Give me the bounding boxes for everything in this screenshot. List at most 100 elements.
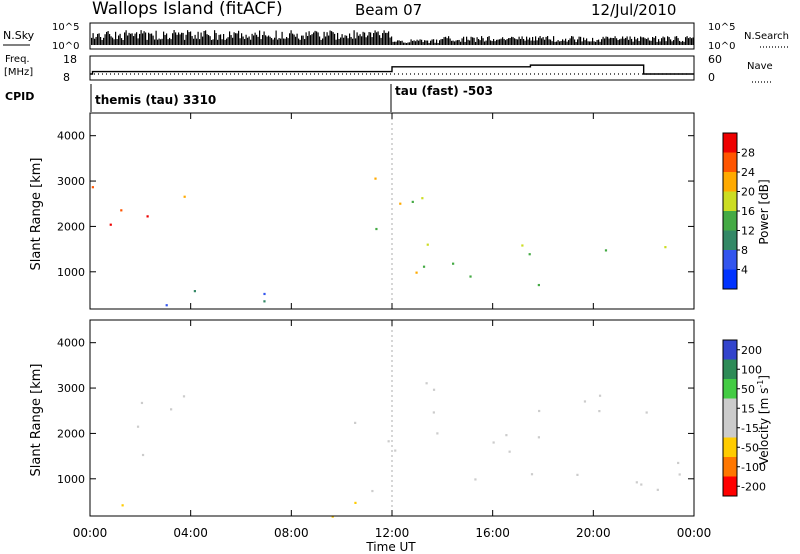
noise-bar <box>481 36 483 45</box>
noise-bar <box>563 40 565 45</box>
noise-bar <box>329 30 331 45</box>
noise-bar <box>590 41 592 45</box>
noise-bar <box>226 38 228 45</box>
noise-bar <box>541 38 543 45</box>
noise-bar <box>328 35 330 45</box>
noise-bar <box>538 37 540 45</box>
heatmap-cell <box>492 441 495 444</box>
noise-bar <box>409 42 411 45</box>
noise-bar <box>142 33 144 45</box>
noise-bar <box>241 33 243 45</box>
noise-bar <box>509 37 511 45</box>
noise-bar <box>587 41 589 45</box>
noise-bar <box>691 38 693 45</box>
noise-bar <box>340 37 342 45</box>
noise-bar <box>464 41 466 45</box>
noise-bar <box>676 36 678 45</box>
x-tick-label: 16:00 <box>475 526 510 540</box>
noise-bar <box>157 39 159 45</box>
noise-bar <box>256 34 258 45</box>
noise-bar <box>235 33 237 45</box>
noise-bar <box>277 39 279 45</box>
heatmap-cell <box>521 244 524 247</box>
noise-bar <box>491 41 493 45</box>
x-tick-label: 04:00 <box>173 526 208 540</box>
noise-bar <box>635 39 637 45</box>
noise-bar <box>341 34 343 45</box>
noise-bar <box>656 41 658 45</box>
noise-bar <box>385 32 387 45</box>
colorbar-swatch <box>723 398 737 419</box>
velocity-heatmap <box>121 320 681 518</box>
noise-bar <box>416 39 418 45</box>
noise-bar <box>548 39 550 45</box>
noise-bar <box>575 41 577 45</box>
x-tick-label: 00:00 <box>677 526 712 540</box>
heatmap-cell <box>182 395 186 398</box>
noise-bar <box>343 37 345 45</box>
x-tick-label: 00:00 <box>73 526 108 540</box>
noise-bar <box>184 39 186 45</box>
noise-bar <box>584 40 586 45</box>
power-y-ticks: 1000 2000 3000 4000 <box>57 130 694 279</box>
heatmap-cell <box>426 243 429 246</box>
noise-bar <box>389 37 391 45</box>
freq-unit: [MHz] <box>4 67 33 78</box>
noise-bar <box>268 35 270 45</box>
noise-bar <box>611 37 613 45</box>
noise-bar <box>515 39 517 45</box>
noise-bar <box>110 36 112 45</box>
noise-bar <box>379 35 381 45</box>
noise-bar <box>289 33 291 45</box>
noise-bar <box>166 33 168 45</box>
noise-bar <box>443 37 445 45</box>
noise-bar <box>682 40 684 45</box>
noise-bar <box>311 34 313 45</box>
noise-bar <box>499 39 501 45</box>
heatmap-cell <box>469 275 472 278</box>
noise-bar <box>113 39 115 45</box>
noise-bar <box>629 36 631 45</box>
noise-bar <box>173 30 175 45</box>
noise-bar <box>304 39 306 45</box>
noise-bar <box>229 31 231 45</box>
noise-bar <box>284 38 286 45</box>
noise-bar <box>458 39 460 45</box>
noise-bar <box>439 40 441 45</box>
noise-bar <box>607 36 609 45</box>
noise-bar <box>292 33 294 45</box>
noise-bar <box>452 40 454 45</box>
heatmap-cell <box>640 483 643 486</box>
heatmap-cell <box>656 488 659 491</box>
noise-bar <box>487 36 489 45</box>
noise-bar <box>161 38 163 45</box>
heatmap-cell <box>193 290 196 293</box>
noise-bar <box>134 33 136 45</box>
noise-bar <box>373 33 375 45</box>
noise-bar <box>404 42 406 45</box>
noise-bar <box>553 36 555 45</box>
noise-bar <box>145 32 147 45</box>
colorbar-tick-label: 15 <box>741 402 755 415</box>
noise-bar <box>490 40 492 45</box>
noise-bar <box>239 38 241 45</box>
noise-bar <box>146 39 148 45</box>
noise-bar <box>494 41 496 45</box>
freq-label: Freq. <box>5 54 30 65</box>
noise-bar <box>269 36 271 45</box>
noise-bar <box>259 30 261 45</box>
heatmap-cell <box>183 195 186 198</box>
noise-bar <box>155 30 157 45</box>
noise-bar <box>412 40 414 45</box>
noise-bar <box>422 42 424 45</box>
noise-bar <box>514 38 516 45</box>
noise-bar <box>130 33 132 45</box>
noise-bar <box>647 37 649 45</box>
noise-bar <box>236 33 238 45</box>
colorbar-tick-label: 8 <box>741 244 748 257</box>
beam-label: Beam 07 <box>355 1 422 19</box>
noise-bar <box>403 42 405 45</box>
noise-bar <box>686 36 688 45</box>
power-colorbar: 28 24 20 16 12 8 4 <box>722 132 755 290</box>
noise-bar <box>448 36 450 45</box>
